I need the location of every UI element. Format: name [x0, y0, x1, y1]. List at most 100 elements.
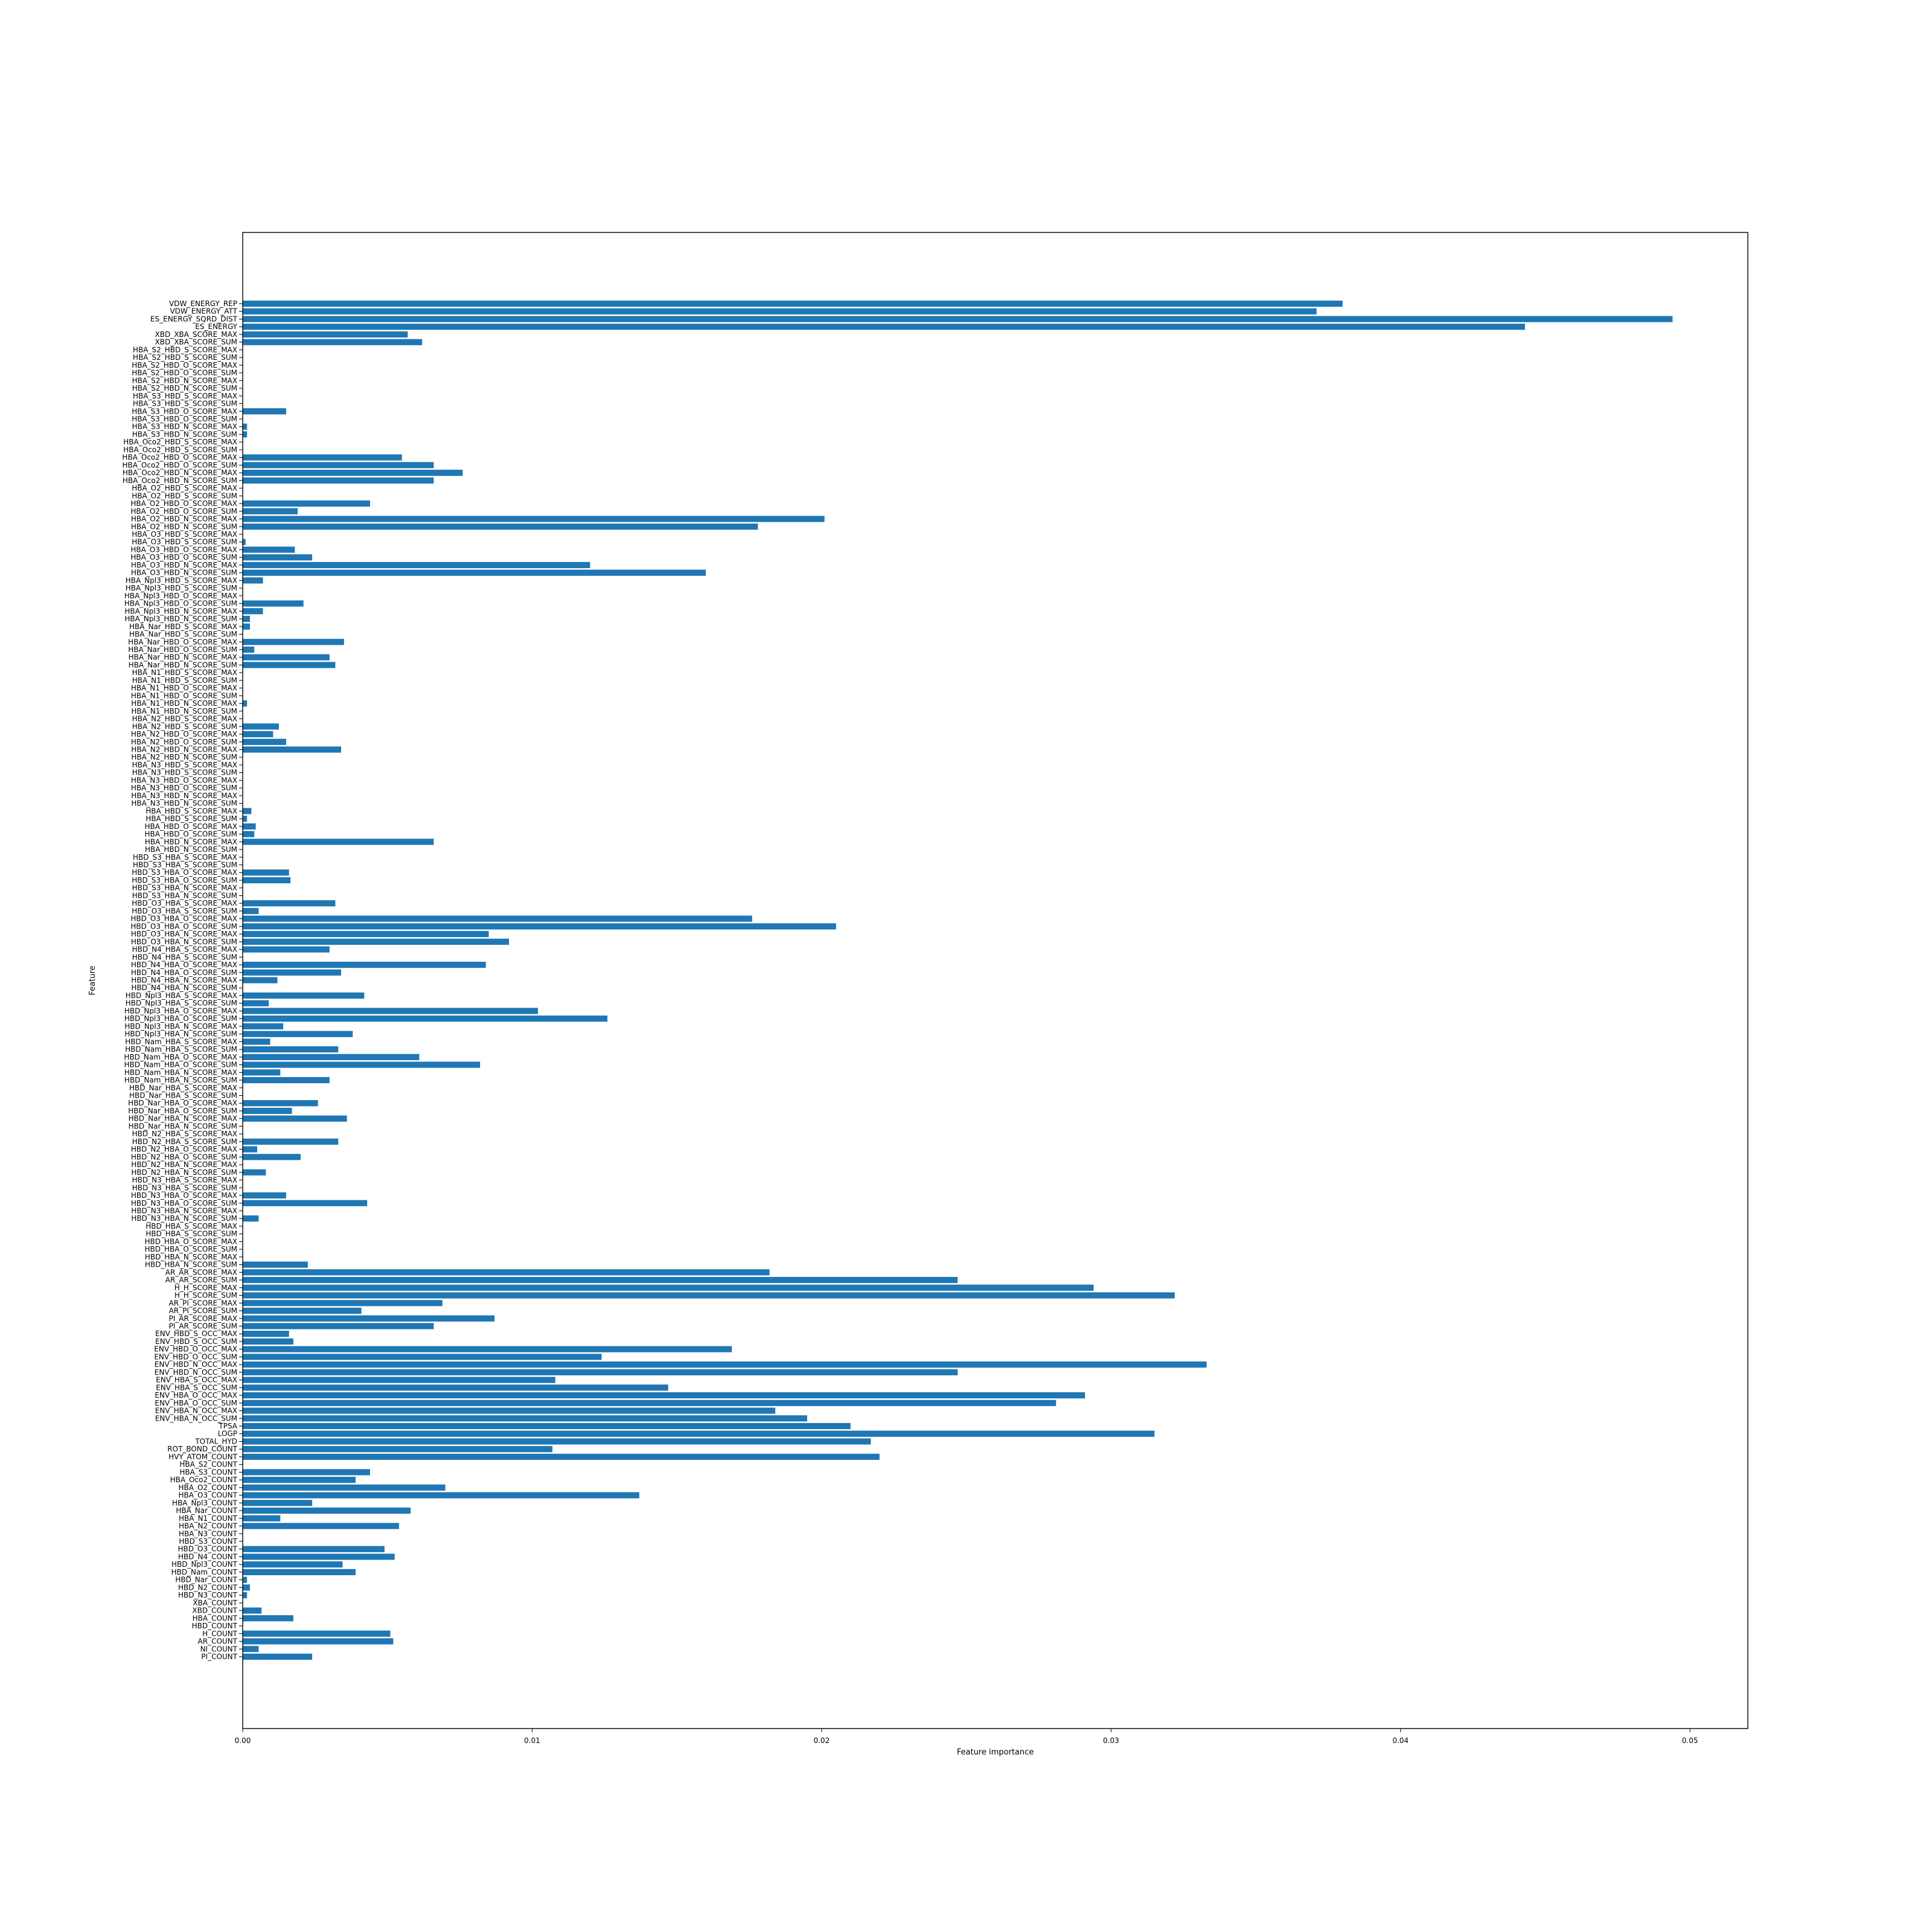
y-tick-label: VDW_ENERGY_ATT [170, 307, 237, 316]
y-tick-label: HBA_Nar_HBD_N_SCORE_SUM [129, 661, 237, 669]
y-tick-label: HBA_O3_HBD_N_SCORE_MAX [131, 561, 237, 569]
bar-hbd-n3-hba-n-score-sum [243, 1215, 259, 1222]
y-tick-label: HBD_Nar_COUNT [175, 1576, 237, 1584]
y-tick-label: HBD_Nar_HBA_N_SCORE_MAX [129, 1115, 237, 1123]
y-tick-label: HBD_N4_HBA_S_SCORE_MAX [132, 945, 237, 954]
y-tick-label: LOGP [218, 1430, 237, 1438]
bar-tpsa [243, 1422, 851, 1430]
y-tick-label: HBD_Nar_HBA_N_SCORE_SUM [129, 1122, 237, 1130]
bar-hba-hbd-n-score-max [243, 839, 434, 845]
y-tick-label: HBD_Nar_HBA_S_SCORE_MAX [129, 1084, 237, 1092]
bar-hbd-o3-hba-n-score-sum [243, 938, 510, 945]
bar-ar-pi-score-sum [243, 1307, 362, 1314]
y-tick-label: HBD_HBA_O_SCORE_MAX [144, 1237, 237, 1246]
y-tick-label: HBD_COUNT [192, 1622, 238, 1630]
y-tick-label: HBA_S2_HBD_O_SCORE_MAX [132, 361, 237, 369]
bar-hbd-nar-hba-o-score-sum [243, 1107, 292, 1115]
y-tick-label: ENV_HBA_S_OCC_SUM [156, 1383, 237, 1392]
y-tick-label: HBD_Nam_HBA_O_SCORE_SUM [124, 1061, 237, 1069]
y-tick-label: HBA_N3_HBD_S_SCORE_MAX [132, 761, 237, 769]
bar-hbd-nam-hba-s-score-sum [243, 1046, 339, 1053]
y-tick-label: TOTAL_HYD [194, 1437, 237, 1445]
bar-hba-oco2-hbd-o-score-sum [243, 462, 434, 469]
y-tick-label: HBD_N2_HBA_N_SCORE_SUM [131, 1168, 237, 1177]
bar-hbd-npl3-hba-s-score-max [243, 992, 365, 999]
y-tick-label: HBD_Nam_HBA_S_SCORE_MAX [125, 1037, 237, 1046]
bar-hbd-nam-hba-o-score-max [243, 1054, 420, 1060]
y-tick-label: ES_ENERGY_SQRD_DIST [150, 315, 238, 323]
y-tick-label: HBD_Npl3_HBA_O_SCORE_SUM [124, 1014, 237, 1023]
y-tick-label: HBA_HBD_S_SCORE_SUM [146, 814, 237, 823]
y-tick-label: H_H_SCORE_MAX [174, 1284, 237, 1292]
bar-hbd-nar-count [243, 1576, 248, 1583]
bar-hbd-npl3-hba-n-score-max [243, 1023, 284, 1029]
y-tick-label: HBA_Oco2_HBD_O_SCORE_SUM [122, 461, 237, 469]
bar-ar-count [243, 1638, 394, 1645]
bar-hba-o2-hbd-n-score-max [243, 516, 825, 522]
y-tick-label: HBD_N2_HBA_S_SCORE_SUM [132, 1137, 237, 1146]
y-tick-label: AR_PI_SCORE_MAX [169, 1299, 237, 1307]
y-tick-label: HBA_N1_HBD_N_SCORE_MAX [131, 699, 237, 708]
y-tick-label: HBD_N2_HBA_N_SCORE_MAX [131, 1160, 237, 1169]
y-tick-label: HBA_HBD_S_SCORE_MAX [146, 807, 237, 815]
y-tick-label: HBA_N2_HBD_S_SCORE_MAX [132, 715, 237, 723]
bar-hba-hbd-s-score-max [243, 808, 252, 814]
bar-hbd-nam-hba-s-score-max [243, 1038, 270, 1045]
y-tick-label: HBD_Nam_HBA_N_SCORE_SUM [124, 1076, 237, 1084]
bar-hba-n2-hbd-o-score-max [243, 731, 273, 738]
y-tick-label: AR_PI_SCORE_SUM [169, 1307, 237, 1315]
y-tick-label: HBD_S3_HBA_O_SCORE_SUM [132, 876, 237, 884]
bar-hbd-n2-hba-o-score-max [243, 1146, 257, 1153]
y-tick-label: ENV_HBA_N_OCC_MAX [155, 1407, 237, 1415]
y-tick-label: HBA_S3_HBD_O_SCORE_SUM [132, 415, 237, 423]
bar-ni-count [243, 1646, 259, 1652]
bar-hbd-n2-hba-o-score-sum [243, 1154, 301, 1160]
bar-hbd-nar-hba-o-score-max [243, 1100, 318, 1107]
y-tick-label: H_COUNT [202, 1630, 238, 1638]
y-tick-label: HBA_Oco2_HBD_S_SCORE_MAX [123, 438, 237, 446]
y-tick-label: HBA_Oco2_COUNT [170, 1476, 238, 1484]
y-tick-label: HBA_S2_HBD_O_SCORE_SUM [132, 369, 237, 377]
bar-hba-s3-hbd-n-score-max [243, 423, 248, 430]
y-tick-label: HBA_S2_HBD_S_SCORE_SUM [133, 353, 237, 362]
bar-hba-hbd-o-score-sum [243, 831, 255, 837]
bar-hbd-s3-hba-o-score-max [243, 869, 289, 876]
y-tick-label: HBA_N1_HBD_N_SCORE_SUM [131, 707, 237, 715]
y-tick-label: HBD_HBA_N_SCORE_SUM [145, 1261, 237, 1269]
bar-hbd-nam-count [243, 1569, 356, 1576]
bar-env-hbd-o-occ-sum [243, 1354, 602, 1360]
y-tick-label: HBD_HBA_N_SCORE_MAX [145, 1253, 237, 1261]
bar-hbd-n2-count [243, 1584, 250, 1591]
x-tick-label: 0.03 [1103, 1736, 1119, 1745]
y-tick-label: ENV_HBD_N_OCC_MAX [155, 1360, 237, 1369]
y-tick-label: HBA_Npl3_HBD_O_SCORE_MAX [124, 592, 237, 600]
bar-env-hba-n-occ-max [243, 1407, 776, 1414]
bar-pi-ar-score-max [243, 1315, 495, 1322]
bar-hbd-o3-hba-s-score-max [243, 900, 336, 907]
y-tick-label: HBA_N2_HBD_O_SCORE_MAX [131, 730, 237, 738]
bar-hba-o2-hbd-o-score-max [243, 500, 370, 507]
bar-h-h-score-max [243, 1284, 1094, 1291]
y-tick-label: HBA_S3_HBD_S_SCORE_MAX [133, 392, 237, 400]
y-tick-label: HBD_S3_HBA_N_SCORE_MAX [132, 884, 237, 892]
y-tick-label: HBD_N2_HBA_O_SCORE_MAX [131, 1145, 237, 1154]
bar-hba-npl3-hbd-n-score-max [243, 608, 263, 615]
y-tick-label: ENV_HBA_O_OCC_MAX [155, 1391, 237, 1399]
y-tick-label: HBA_N2_HBD_O_SCORE_SUM [131, 738, 237, 746]
y-tick-label: HBA_O2_HBD_N_SCORE_SUM [131, 522, 237, 531]
x-tick-label: 0.00 [235, 1736, 251, 1745]
bar-hba-nar-hbd-n-score-max [243, 654, 330, 661]
y-tick-label: XBD_XBA_SCORE_MAX [155, 330, 238, 339]
y-tick-label: HBD_Npl3_COUNT [171, 1560, 238, 1569]
y-tick-label: HBA_Nar_HBD_S_SCORE_SUM [129, 630, 237, 639]
bar-hbd-n3-hba-o-score-max [243, 1192, 286, 1199]
bar-hba-o3-hbd-n-score-max [243, 561, 590, 569]
y-tick-label: HBD_S3_HBA_N_SCORE_SUM [132, 891, 237, 900]
bar-env-hba-o-occ-max [243, 1392, 1086, 1399]
y-tick-label: PI_COUNT [201, 1652, 237, 1661]
bar-hba-hbd-s-score-sum [243, 816, 248, 822]
y-tick-label: VDW_ENERGY_REP [169, 299, 237, 308]
y-tick-label: ENV_HBD_S_OCC_MAX [155, 1329, 237, 1338]
y-tick-label: HBD_N2_HBA_S_SCORE_MAX [132, 1130, 237, 1138]
